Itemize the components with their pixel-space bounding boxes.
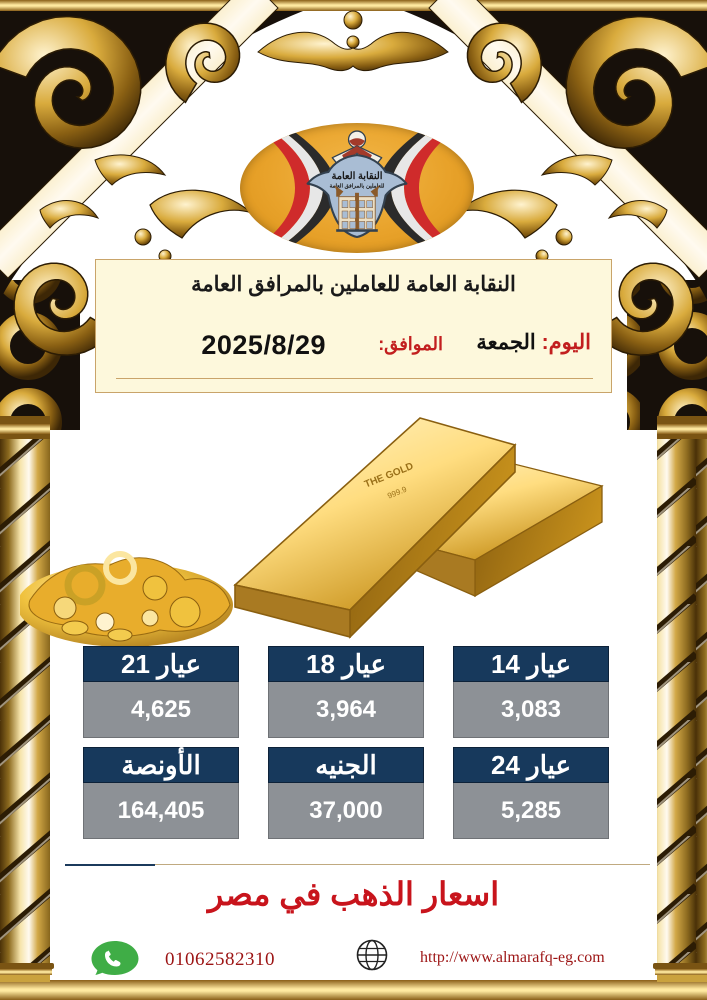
svg-text:النقابة العامة: النقابة العامة [332, 172, 383, 183]
